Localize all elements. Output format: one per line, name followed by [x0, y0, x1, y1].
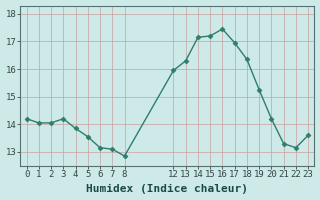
X-axis label: Humidex (Indice chaleur): Humidex (Indice chaleur)	[86, 184, 248, 194]
